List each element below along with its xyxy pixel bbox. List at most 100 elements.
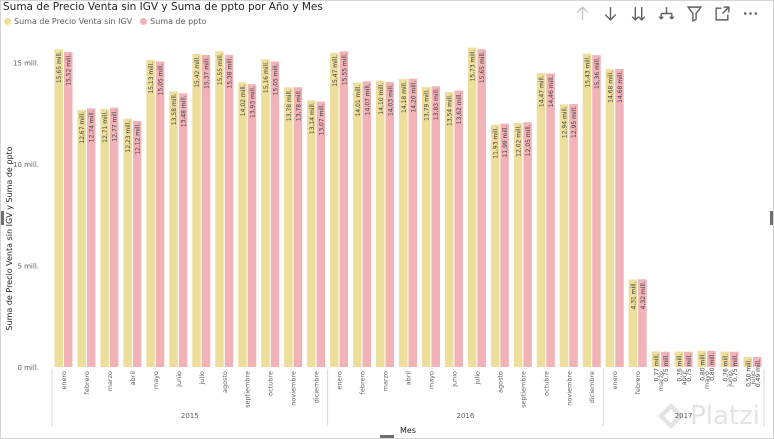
platzi-logo-icon (658, 403, 685, 429)
x-tick-label: marzo (382, 371, 390, 391)
bar-precio (421, 87, 431, 368)
bar-ppto (408, 78, 417, 367)
bar-ppto (500, 123, 509, 367)
bar-precio (674, 351, 684, 367)
legend-item-ppto[interactable]: Suma de ppto (140, 17, 206, 26)
bar-precio (284, 87, 293, 367)
bar-ppto (615, 68, 624, 367)
bar-precio (444, 92, 454, 368)
x-tick-label: abril (405, 371, 413, 386)
bar-ppto (753, 357, 762, 367)
bar-precio (307, 100, 316, 368)
data-label-precio: 13,79 mill. (424, 89, 431, 121)
data-label-ppto: 14,68 mill. (617, 71, 624, 103)
data-label-precio: 0,50 mill. (745, 359, 752, 387)
data-label-ppto: 12,12 mill. (135, 123, 142, 155)
x-tick-label: marzo (657, 371, 665, 391)
x-tick-label: junio (450, 371, 458, 388)
resize-handle-bottom[interactable] (380, 435, 394, 438)
data-label-ppto: 12,05 mill. (525, 124, 532, 156)
drill-up-icon[interactable] (573, 4, 592, 23)
data-label-precio: 13,54 mill. (447, 94, 454, 126)
bar-ppto (86, 108, 96, 368)
data-label-precio: 14,18 mill. (401, 81, 408, 113)
data-label-ppto: 15,65 mill. (479, 51, 486, 83)
data-label-ppto: 14,07 mill. (364, 83, 371, 115)
platzi-watermark: Platzi (656, 401, 760, 431)
x-tick-label: octubre (542, 371, 550, 396)
bar-precio (399, 79, 408, 367)
x-group-label: 2017 (675, 412, 693, 420)
bar-ppto (293, 87, 303, 367)
data-label-ppto: 15,55 mill. (341, 53, 348, 85)
x-tick-label: julio (198, 371, 206, 386)
data-label-ppto: 13,83 mill. (433, 88, 440, 120)
x-tick-label: enero (336, 371, 344, 390)
bar-precio (54, 49, 63, 367)
resize-handle-left[interactable] (1, 211, 4, 225)
bar-ppto (707, 350, 716, 367)
y-tick-label: 10 mill. (13, 161, 39, 169)
data-label-precio: 0,80 mill. (699, 353, 706, 381)
legend-item-precio[interactable]: Suma de Precio Venta sin IGV (4, 17, 132, 26)
bar-precio (559, 104, 569, 368)
data-label-ppto: 12,95 mill. (571, 106, 578, 138)
x-tick-label: noviembre (565, 371, 573, 406)
data-label-ppto: 4,32 mill. (640, 281, 647, 309)
drill-down-icon[interactable] (601, 4, 620, 23)
bar-precio (77, 109, 86, 367)
focus-mode-icon[interactable] (713, 4, 732, 23)
bar-ppto (569, 104, 578, 367)
bar-ppto (431, 86, 440, 367)
data-label-precio: 15,47 mill. (332, 55, 339, 87)
data-label-ppto: 11,99 mill. (502, 126, 509, 158)
x-tick-label: agosto (496, 371, 504, 393)
bar-precio (513, 122, 523, 367)
x-tick-label: febrero (83, 371, 91, 394)
data-label-precio: 14,10 mill. (378, 83, 385, 115)
expand-next-level-icon[interactable] (629, 4, 648, 23)
data-label-ppto: 15,52 mill. (66, 54, 73, 86)
x-group-label: 2016 (457, 412, 475, 420)
data-label-precio: 15,42 mill. (194, 56, 201, 88)
bar-precio (100, 108, 109, 367)
x-axis-title: Mes (400, 426, 416, 435)
data-label-ppto: 13,48 mill. (181, 95, 188, 127)
bar-ppto (132, 120, 142, 367)
bar-ppto (638, 279, 647, 367)
resize-handle-right[interactable] (770, 211, 773, 225)
bar-precio (651, 351, 661, 367)
data-label-ppto: 0,75 mill. (663, 354, 670, 382)
data-label-precio: 15,16 mill. (263, 61, 270, 93)
data-label-precio: 0,77 mill. (653, 353, 660, 381)
x-tick-label: abril (680, 371, 688, 386)
data-label-ppto: 14,03 mill. (387, 84, 394, 116)
x-tick-label: junio (175, 371, 183, 388)
legend-label-precio: Suma de Precio Venta sin IGV (14, 17, 133, 26)
bar-precio (697, 350, 707, 367)
bar-precio (169, 91, 178, 367)
data-label-ppto: 13,07 mill. (318, 104, 325, 136)
bar-ppto (109, 107, 119, 367)
filter-icon[interactable] (685, 4, 704, 23)
data-label-ppto: 0,49 mill. (755, 359, 762, 387)
bar-ppto (477, 49, 486, 367)
bar-ppto (546, 73, 555, 367)
bar-precio (467, 47, 477, 367)
data-label-precio: 0,76 mill. (676, 353, 683, 381)
more-options-icon[interactable] (741, 4, 760, 23)
data-label-precio: 15,65 mill. (56, 51, 63, 83)
expand-hierarchy-icon[interactable] (657, 4, 676, 23)
data-label-ppto: 12,77 mill. (112, 110, 119, 142)
x-tick-label: octubre (267, 371, 275, 396)
x-tick-label: enero (611, 371, 619, 390)
data-label-ppto: 12,74 mill. (89, 110, 96, 142)
data-label-ppto: 14,20 mill. (410, 81, 417, 113)
data-label-ppto: 13,78 mill. (295, 89, 302, 121)
data-label-precio: 12,94 mill. (562, 106, 569, 138)
x-tick-label: diciembre (588, 371, 596, 403)
bar-ppto (454, 90, 463, 367)
bar-ppto (224, 54, 234, 368)
legend-swatch-precio (4, 18, 11, 25)
